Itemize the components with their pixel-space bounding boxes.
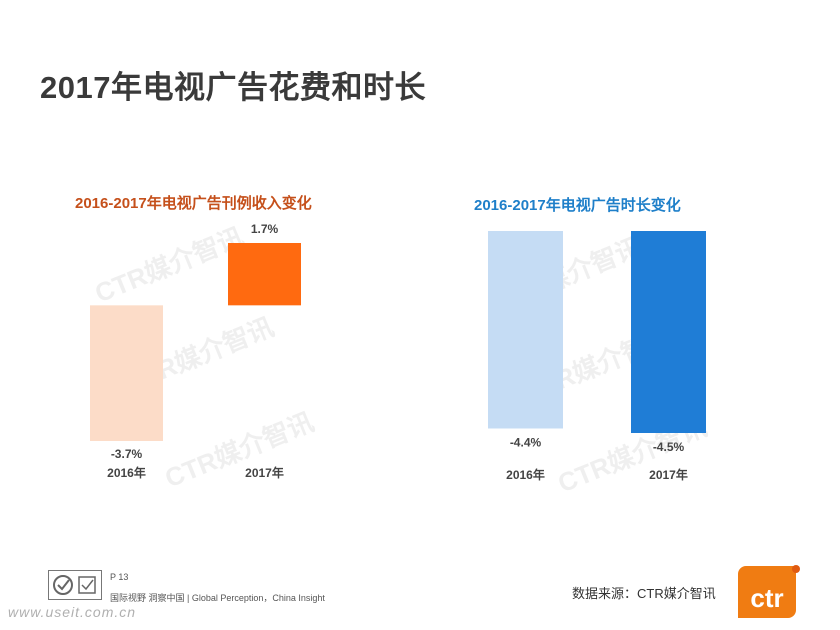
value-label: -4.5%: [653, 440, 685, 454]
registered-mark-icon: [792, 565, 800, 573]
chart-title-duration: 2016-2017年电视广告时长变化: [474, 197, 681, 214]
data-source: 数据来源：CTR媒介智讯: [572, 586, 716, 601]
category-label: 2016年: [107, 465, 146, 480]
duration-chart: -4.4% 2016年 -4.5% 2017年: [488, 231, 706, 482]
chart-title-revenue: 2016-2017年电视广告刊例收入变化: [75, 195, 312, 212]
bar-2016-duration: [488, 231, 563, 429]
page-title: 2017年电视广告花费和时长: [40, 70, 426, 105]
ctr-logo: ctr: [738, 566, 796, 618]
certification-logo: [48, 570, 102, 600]
value-label: -3.7%: [111, 447, 143, 461]
value-label: 1.7%: [251, 222, 279, 236]
url-watermark: www.useit.com.cn: [8, 604, 137, 620]
bar-2016-revenue: [90, 305, 163, 441]
page-number: P 13: [110, 572, 129, 582]
value-label: -4.4%: [510, 436, 542, 450]
bar-2017-duration: [631, 231, 706, 433]
revenue-chart: -3.7% 1.7% 2016年 2017年: [90, 222, 301, 480]
category-label: 2017年: [245, 465, 284, 480]
footer-slogan: 国际视野 洞察中国 | Global Perception，China Insi…: [110, 593, 325, 603]
category-label: 2017年: [649, 467, 688, 482]
bar-2017-revenue: [228, 243, 301, 306]
category-label: 2016年: [506, 467, 545, 482]
